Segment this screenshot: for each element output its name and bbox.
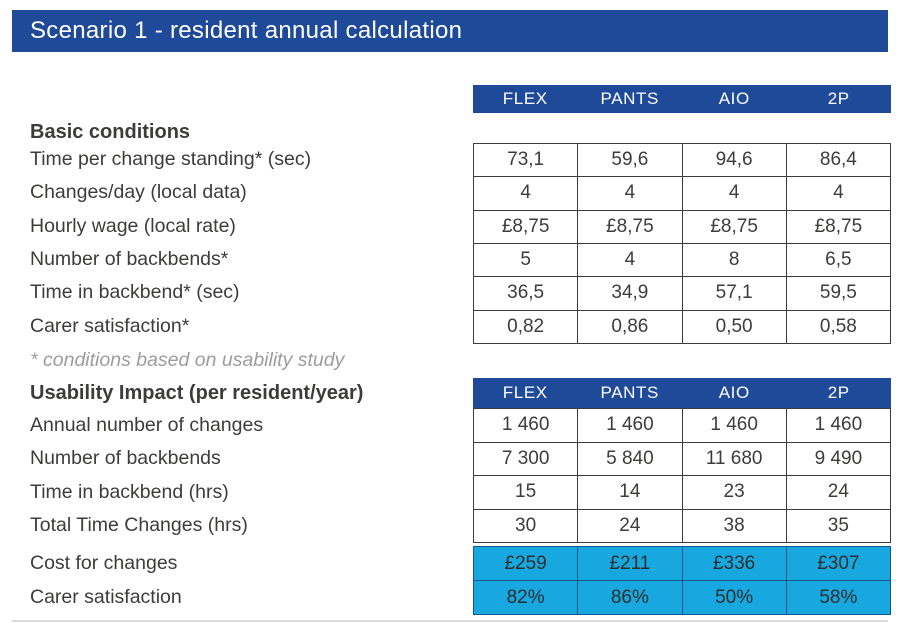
table1-header-row: FLEX PANTS AIO 2P [473,85,891,113]
data-cell: 1 460 [474,409,579,443]
table2-header-row: FLEX PANTS AIO 2P [473,378,891,408]
row-label-carer-satisfaction-pct: Carer satisfaction [30,585,182,608]
row-label-time-backbend-hrs: Time in backbend (hrs) [30,480,229,503]
data-cell: 1 460 [682,409,787,443]
data-cell: 6,5 [786,243,891,278]
row-label-time-in-backbend: Time in backbend* (sec) [30,281,240,303]
data-cell: 4 [786,177,891,211]
data-cell: 14 [578,476,683,510]
data-cell: 4 [578,177,683,211]
row-label-hourly-wage: Hourly wage (local rate) [30,215,236,237]
row-label-time-per-change: Time per change standing* (sec) [30,148,312,170]
data-cell: £8,75 [786,210,891,244]
bottom-divider [12,620,888,622]
column-header-aio: AIO [718,89,750,108]
data-cell: 0,58 [786,310,891,344]
data-cell: 0,50 [682,310,787,344]
data-cell: 30 [474,509,579,543]
data-cell: 7 300 [474,442,579,476]
data-cell: 15 [474,476,579,510]
data-cell: 38 [682,509,787,543]
column-header-pants: PANTS [600,89,659,108]
data-cell: 11 680 [682,442,787,476]
data-cell: 59,6 [578,144,683,178]
row-label-number-backbends: Number of backbends* [30,248,229,270]
data-cell: 57,1 [682,277,787,311]
data-cell: 94,6 [682,144,787,178]
row-label-annual-changes: Annual number of changes [30,413,264,436]
data-cell: 34,9 [578,277,683,311]
data-cell: 0,86 [578,310,683,344]
table1-data: 73,1 59,6 94,6 86,4 4 4 4 4 £8,75 £8,75 … [473,143,891,344]
table2-data: 1 460 1 460 1 460 1 460 7 300 5 840 11 6… [473,408,891,543]
row-label-total-time-changes: Total Time Changes (hrs) [30,514,248,536]
data-cell: 5 840 [578,442,683,476]
column-header-2p: 2P [827,383,850,402]
data-cell: 86,4 [786,144,891,178]
column-header-flex: FLEX [502,383,548,402]
data-cell: £8,75 [474,210,579,244]
section1-heading: Basic conditions [30,120,191,143]
column-header-pants: PANTS [600,383,659,402]
data-cell: 24 [786,476,891,510]
data-cell: 1 460 [578,409,683,443]
data-cell: 23 [682,476,787,510]
highlight-cell: £336 [682,547,787,581]
highlight-cell: 58% [786,581,891,615]
data-cell: £8,75 [682,210,787,244]
row-label-changes-per-day: Changes/day (local data) [30,181,247,203]
column-header-2p: 2P [827,89,850,108]
highlight-cell: 50% [682,581,787,615]
column-header-aio: AIO [718,383,750,402]
page-title: Scenario 1 - resident annual calculation [30,17,463,44]
column-header-flex: FLEX [502,89,548,108]
row-label-cost-for-changes: Cost for changes [30,551,178,574]
data-cell: 24 [578,509,683,543]
footnote: * conditions based on usability study [30,348,345,371]
data-cell: 0,82 [474,310,579,344]
table2-highlight-rows: £259 £211 £336 £307 82% 86% 50% 58% [473,546,891,615]
data-cell: 4 [682,177,787,211]
highlight-cell: 82% [474,581,579,615]
highlight-cell: £259 [474,547,579,581]
highlight-cell: 86% [578,581,683,615]
data-cell: 8 [682,243,787,278]
data-cell: 5 [474,243,579,278]
highlight-cell: £211 [578,547,683,581]
title-bar: Scenario 1 - resident annual calculation [12,10,888,52]
row-label-carer-satisfaction: Carer satisfaction* [30,315,190,337]
data-cell: 36,5 [474,277,579,311]
data-cell: 1 460 [786,409,891,443]
data-cell: 4 [578,243,683,278]
data-cell: 9 490 [786,442,891,476]
section2-heading: Usability Impact (per resident/year) [30,381,364,404]
data-cell: 35 [786,509,891,543]
highlight-cell: £307 [786,547,891,581]
data-cell: £8,75 [578,210,683,244]
data-cell: 59,5 [786,277,891,311]
row-label-number-backbends-annual: Number of backbends [30,447,221,469]
data-cell: 73,1 [474,144,579,178]
data-cell: 4 [474,177,579,211]
